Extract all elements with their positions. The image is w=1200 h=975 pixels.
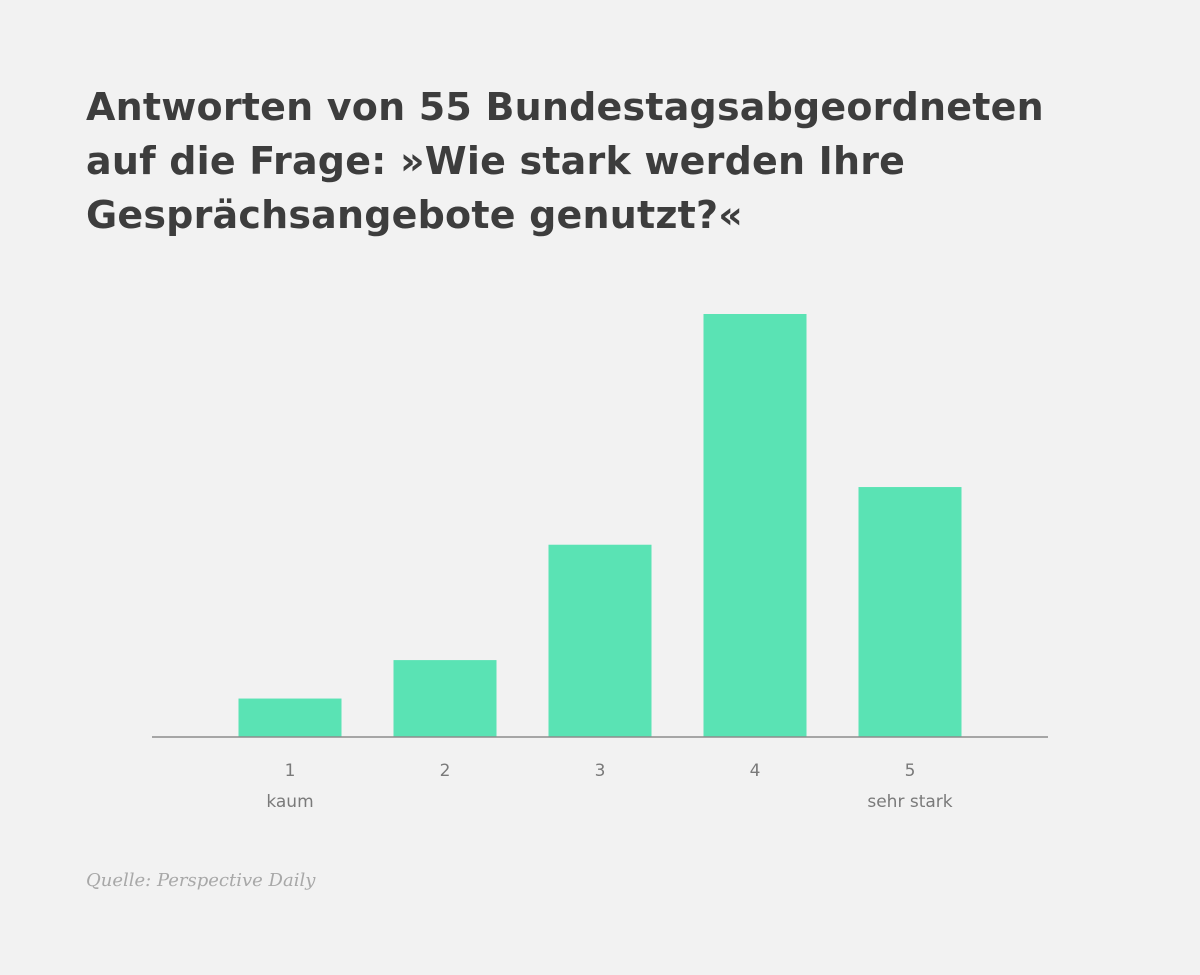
bar-1 (238, 698, 342, 737)
x-category-sublabel: kaum (266, 792, 313, 812)
chart-title: Antworten von 55 Bundestagsabgeordneten … (86, 80, 1086, 242)
x-tick-label: 1 (285, 761, 296, 781)
bars-group (238, 314, 962, 737)
x-tick-label: 4 (750, 761, 761, 781)
x-tick-label: 5 (905, 761, 916, 781)
x-tick-label: 3 (595, 761, 606, 781)
chart-title-line-2: auf die Frage: »Wie stark werden Ihre (86, 139, 906, 183)
bar-4 (703, 314, 807, 737)
x-tick-label: 2 (440, 761, 451, 781)
source-note: Quelle: Perspective Daily (86, 870, 316, 891)
x-axis-labels: 1 kaum 2 3 4 5 sehr stark (266, 761, 952, 812)
bar-2 (393, 660, 497, 737)
bar-3 (548, 544, 652, 737)
bar-5 (858, 487, 962, 737)
x-category-sublabel: sehr stark (867, 792, 952, 812)
chart-title-line-1: Antworten von 55 Bundestagsabgeordneten (86, 85, 1044, 129)
chart-title-line-3: Gesprächsangebote genutzt?« (86, 193, 744, 237)
